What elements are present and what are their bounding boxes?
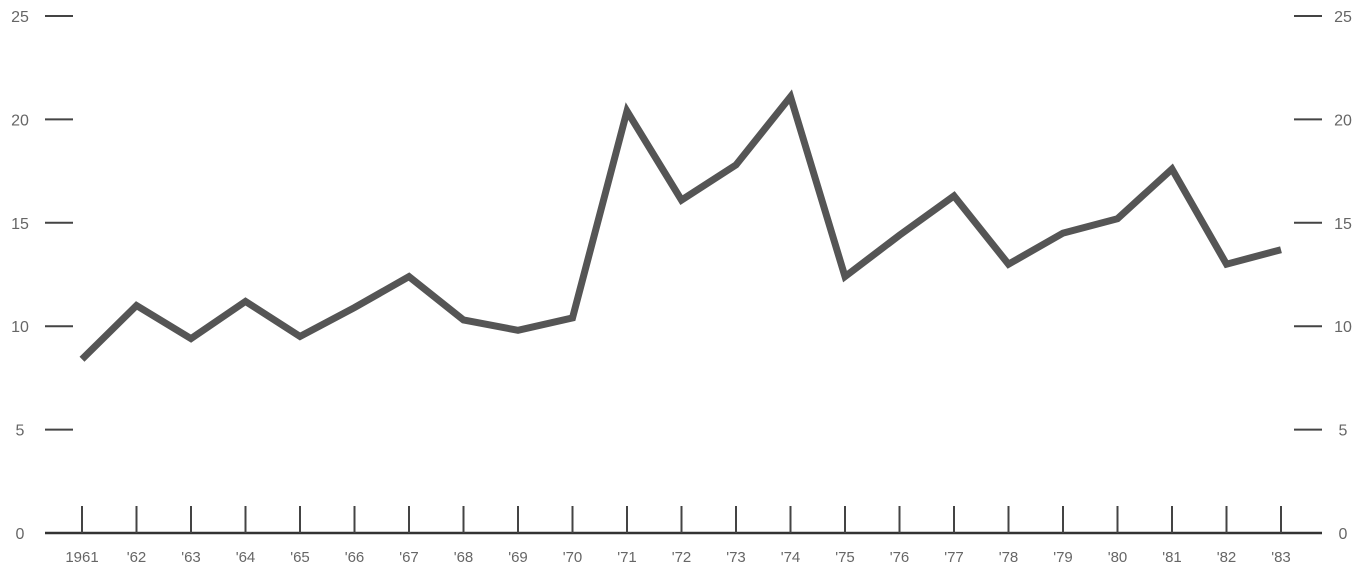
series-group xyxy=(79,89,1282,362)
y-right-tick-label-5: 5 xyxy=(1339,423,1348,440)
y-axis-right: 0 5 10 15 20 25 xyxy=(1294,9,1352,543)
y-axis-left: 0 5 10 15 20 25 xyxy=(11,9,73,543)
y-left-tick-label-15: 15 xyxy=(11,216,29,233)
y-right-tick-label-15: 15 xyxy=(1334,216,1352,233)
series-line xyxy=(79,89,1282,362)
y-left-tick-label-25: 25 xyxy=(11,9,29,26)
y-right-tick-label-0: 0 xyxy=(1339,526,1348,543)
x-tick-label-1: '62 xyxy=(127,549,147,566)
x-tick-label-22: '83 xyxy=(1271,549,1291,566)
x-tick-label-17: '78 xyxy=(999,549,1019,566)
x-tick-label-16: '77 xyxy=(944,549,964,566)
x-tick-label-5: '66 xyxy=(345,549,365,566)
y-right-tick-label-25: 25 xyxy=(1334,9,1352,26)
x-axis: 1961 '62 '63 '64 '65 '66 '67 '68 '69 '70 '71 '72 '73… xyxy=(45,506,1322,566)
x-tick-label-8: '69 xyxy=(508,549,528,566)
x-tick-label-15: '76 xyxy=(890,549,910,566)
y-right-tick-label-10: 10 xyxy=(1334,319,1352,336)
x-tick-label-18: '79 xyxy=(1053,549,1073,566)
x-tick-label-10: '71 xyxy=(617,549,637,566)
x-tick-label-19: '80 xyxy=(1108,549,1128,566)
x-tick-label-13: '74 xyxy=(781,549,801,566)
x-tick-label-21: '82 xyxy=(1217,549,1237,566)
x-tick-label-2: '63 xyxy=(181,549,201,566)
y-left-tick-label-0: 0 xyxy=(16,526,25,543)
x-tick-label-7: '68 xyxy=(454,549,474,566)
y-left-tick-label-10: 10 xyxy=(11,319,29,336)
x-tick-label-12: '73 xyxy=(726,549,746,566)
x-tick-label-0: 1961 xyxy=(65,549,98,566)
y-left-tick-label-5: 5 xyxy=(16,423,25,440)
x-tick-label-20: '81 xyxy=(1162,549,1182,566)
x-tick-label-4: '65 xyxy=(290,549,310,566)
x-tick-label-6: '67 xyxy=(399,549,419,566)
x-tick-label-3: '64 xyxy=(236,549,256,566)
x-tick-label-11: '72 xyxy=(672,549,692,566)
x-tick-label-9: '70 xyxy=(563,549,583,566)
x-tick-label-14: '75 xyxy=(835,549,855,566)
y-left-tick-label-20: 20 xyxy=(11,112,29,129)
y-right-tick-label-20: 20 xyxy=(1334,112,1352,129)
